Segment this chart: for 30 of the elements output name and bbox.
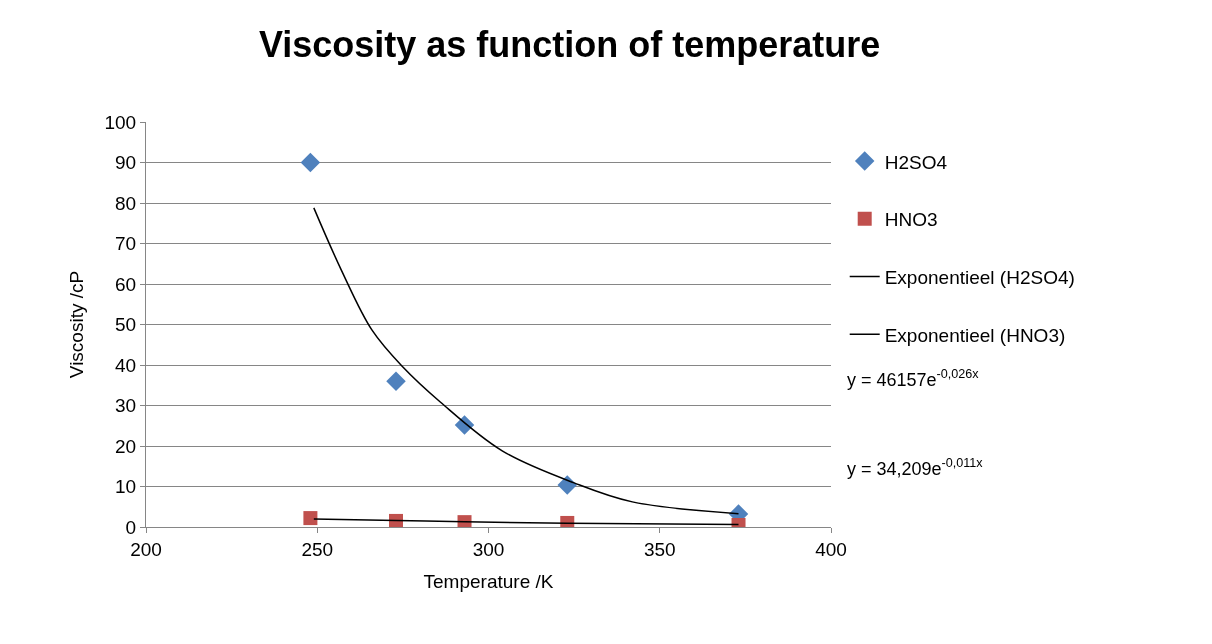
point (303, 511, 318, 526)
y-tick-label: 90 (115, 152, 137, 174)
point (386, 371, 406, 391)
legend-label: HNO3 (884, 209, 938, 231)
y-tick-label: 100 (104, 111, 137, 133)
x-tick-label: 300 (472, 538, 505, 560)
legend-label: Exponentieel (HNO3) (884, 324, 1066, 346)
y-axis-title: Viscosity /cP (66, 270, 88, 379)
y-tick-label: 0 (125, 516, 137, 538)
x-tick-label: 350 (643, 538, 676, 560)
x-axis-title: Temperature /K (423, 570, 554, 592)
y-tick-label: 30 (115, 395, 137, 417)
x-tick-label: 400 (815, 538, 847, 560)
y-tick-label: 70 (115, 233, 137, 255)
y-tick-label: 80 (115, 192, 137, 214)
y-tick-label: 50 (115, 314, 137, 336)
y-tick-label: 60 (115, 273, 137, 295)
x-tick-label: 250 (301, 538, 334, 560)
y-tick-label: 40 (115, 354, 137, 376)
point (300, 152, 321, 173)
point (389, 513, 404, 527)
text: y = 46157e$^{-0,026x}$ (847, 367, 980, 390)
point (560, 515, 575, 527)
legend-label: H2SO4 (884, 151, 948, 173)
text: y = 34,209e$^{-0,011x}$ (847, 456, 984, 479)
y-tick-label: 20 (115, 435, 137, 457)
legend-label: Exponentieel (H2SO4) (884, 266, 1075, 288)
y-tick-label: 10 (115, 476, 137, 498)
x-tick-label: 200 (130, 538, 162, 560)
chart-title: Viscosity as function of temperature (258, 24, 881, 66)
